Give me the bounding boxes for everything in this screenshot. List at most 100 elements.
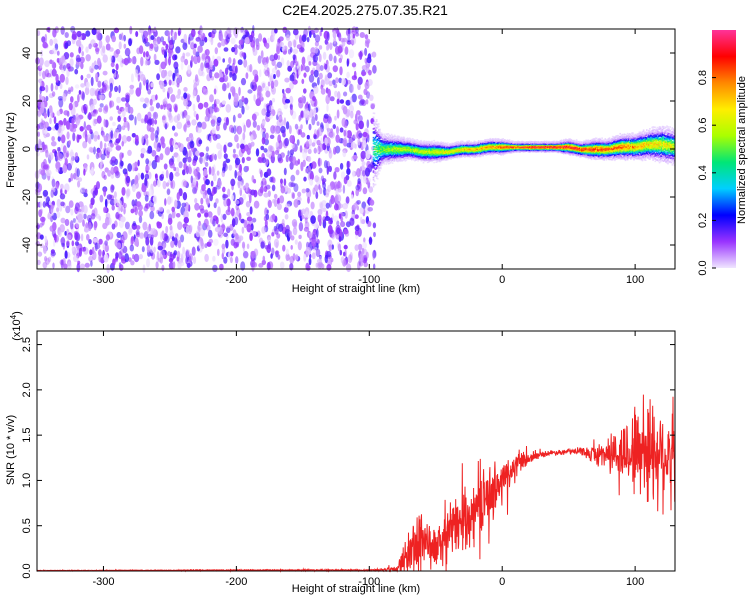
noise-speck	[113, 166, 119, 174]
noise-speck	[90, 260, 93, 267]
noise-speck	[342, 150, 347, 158]
noise-speck	[160, 173, 164, 180]
noise-speck	[117, 115, 121, 122]
noise-speck	[139, 97, 145, 103]
noise-speck	[116, 199, 123, 207]
noise-speck	[345, 46, 349, 55]
noise-speck	[79, 56, 85, 64]
noise-speck	[173, 166, 177, 172]
noise-speck	[198, 157, 202, 163]
noise-speck	[51, 68, 57, 77]
noise-speck	[209, 60, 214, 68]
noise-speck	[96, 29, 101, 34]
noise-speck	[156, 179, 161, 188]
noise-speck	[256, 124, 261, 131]
noise-speck	[183, 87, 188, 92]
noise-speck	[83, 205, 88, 214]
noise-speck	[285, 87, 292, 94]
noise-speck	[207, 229, 213, 238]
noise-speck	[351, 37, 357, 45]
noise-speck	[212, 255, 216, 262]
noise-speck	[351, 75, 358, 81]
noise-speck	[51, 178, 56, 188]
noise-speck	[286, 60, 290, 68]
noise-speck	[70, 173, 74, 182]
noise-speck	[265, 184, 271, 190]
noise-speck	[364, 205, 371, 214]
noise-speck	[269, 54, 276, 62]
noise-speck	[152, 195, 158, 205]
noise-speck	[222, 160, 227, 169]
noise-speck	[111, 185, 115, 191]
noise-speck	[70, 208, 74, 216]
noise-speck	[205, 152, 209, 162]
noise-speck	[261, 226, 266, 234]
noise-speck	[93, 221, 97, 231]
noise-speck	[308, 103, 311, 112]
noise-speck	[172, 261, 176, 269]
noise-speck	[71, 246, 75, 252]
noise-speck	[118, 41, 122, 50]
noise-speck	[336, 109, 340, 119]
noise-speck	[359, 207, 364, 215]
noise-speck	[318, 167, 323, 174]
noise-speck	[76, 262, 81, 273]
noise-speck	[203, 101, 209, 108]
noise-speck	[324, 39, 328, 45]
noise-speck	[355, 188, 360, 197]
chart-title: C2E4.2025.275.07.35.R21	[282, 2, 448, 18]
noise-speck	[341, 78, 346, 86]
signal-cell	[379, 128, 381, 131]
noise-speck	[189, 253, 193, 263]
noise-speck	[283, 117, 287, 126]
noise-speck	[60, 55, 66, 64]
noise-speck	[336, 181, 342, 190]
noise-speck	[76, 57, 82, 63]
noise-speck	[41, 36, 46, 43]
noise-speck	[223, 256, 228, 264]
noise-speck	[131, 56, 137, 65]
noise-speck	[293, 28, 299, 36]
noise-speck	[190, 42, 195, 50]
noise-speck	[351, 26, 357, 36]
noise-speck	[57, 96, 64, 101]
noise-speck	[197, 102, 204, 110]
noise-speck	[315, 248, 321, 258]
noise-speck	[46, 169, 52, 177]
noise-speck	[147, 28, 151, 36]
noise-speck	[301, 56, 306, 66]
noise-speck	[305, 167, 309, 174]
noise-speck	[310, 201, 315, 210]
noise-speck	[224, 67, 229, 76]
noise-speck	[201, 184, 206, 192]
noise-speck	[185, 114, 191, 120]
noise-speck	[338, 236, 342, 242]
noise-speck	[361, 161, 366, 166]
noise-speck	[261, 259, 266, 266]
noise-speck	[99, 140, 103, 150]
noise-speck	[279, 195, 285, 204]
noise-speck	[49, 225, 55, 232]
noise-speck	[78, 90, 82, 95]
noise-speck	[359, 32, 365, 38]
noise-speck	[50, 249, 56, 254]
noise-speck	[362, 241, 367, 249]
noise-speck	[192, 89, 197, 97]
noise-speck	[217, 180, 222, 187]
noise-speck	[333, 215, 339, 222]
noise-speck	[246, 223, 252, 233]
noise-speck	[307, 155, 312, 163]
noise-speck	[288, 181, 294, 188]
noise-speck	[69, 52, 74, 58]
noise-speck	[168, 56, 171, 66]
noise-speck	[260, 241, 265, 249]
noise-speck	[300, 124, 303, 130]
noise-speck	[74, 84, 80, 89]
noise-speck	[342, 105, 348, 115]
noise-speck	[225, 239, 229, 249]
noise-speck	[68, 178, 71, 183]
noise-speck	[269, 134, 275, 139]
noise-speck	[60, 259, 64, 269]
noise-speck	[66, 120, 71, 130]
noise-speck	[157, 257, 162, 263]
